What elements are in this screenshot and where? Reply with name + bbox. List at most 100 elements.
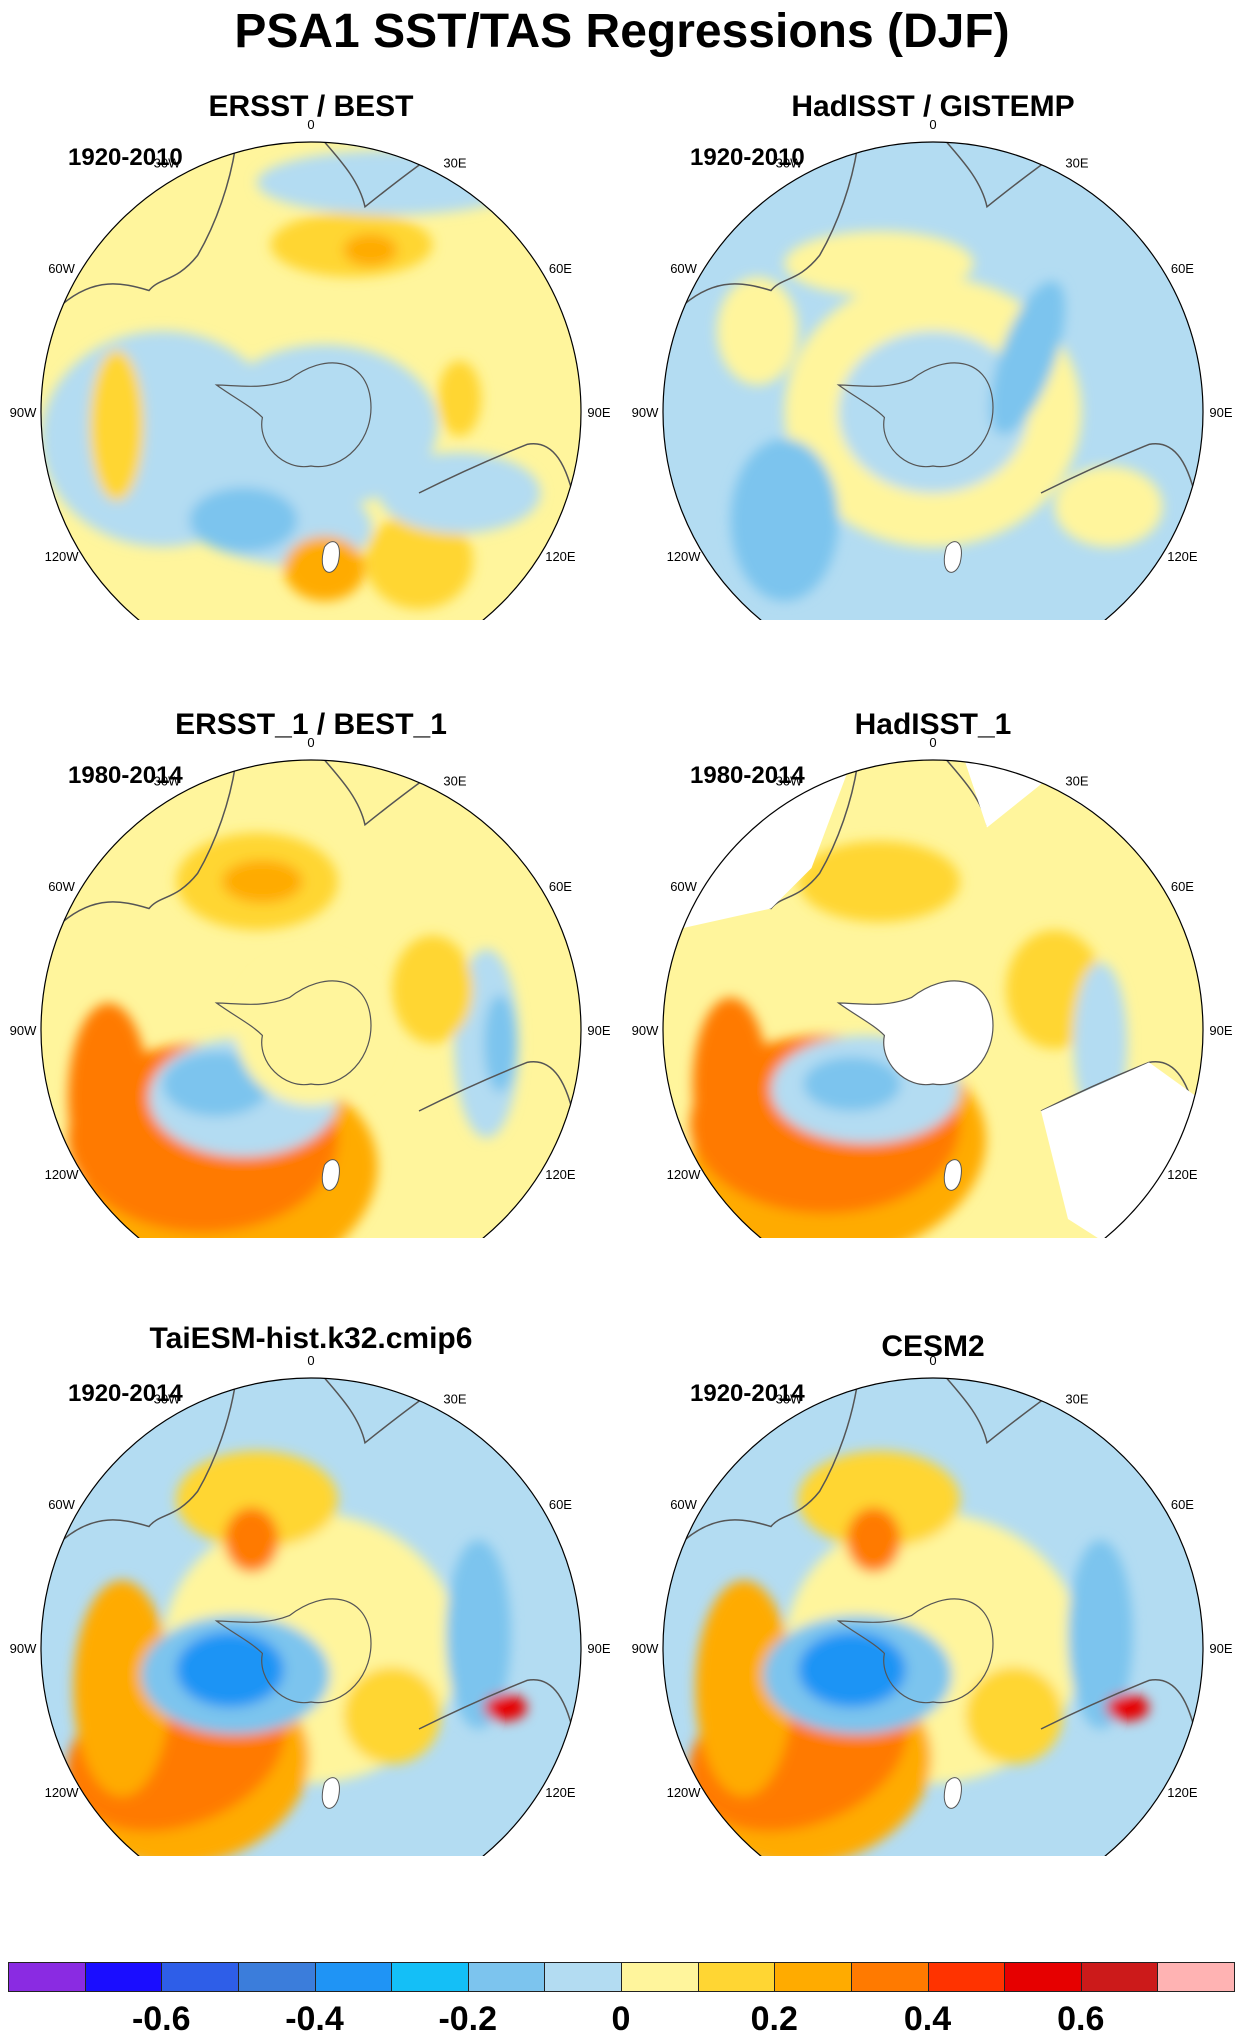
south-america-outline xyxy=(684,147,859,305)
colorbar-swatch xyxy=(774,1962,852,1992)
longitude-label: 0 xyxy=(929,1353,936,1368)
contour-region xyxy=(798,841,960,922)
contour-region xyxy=(446,1540,511,1729)
panel-title: TaiESM-hist.k32.cmip6 xyxy=(149,1322,473,1355)
longitude-label: 60W xyxy=(670,1497,697,1512)
longitude-label: 120W xyxy=(45,1785,80,1800)
longitude-label: 90W xyxy=(10,1023,37,1038)
longitude-label: 120W xyxy=(667,549,702,564)
longitude-label: 120E xyxy=(1167,549,1198,564)
colorbar-swatch xyxy=(850,1962,929,1992)
africa-outline xyxy=(323,142,433,209)
polar-map: 030E60E90E120E150E180150W120W90W60W30W xyxy=(632,117,1233,620)
colorbar-swatch xyxy=(8,1962,86,1992)
contour-region xyxy=(695,1580,793,1797)
contour-region xyxy=(257,150,527,215)
africa-outline xyxy=(323,1378,433,1445)
antarctica-outline xyxy=(836,1598,994,1704)
panel-period: 1920-2014 xyxy=(690,1380,805,1407)
colorbar-tick-label: -0.6 xyxy=(131,2000,191,2038)
contour-region xyxy=(176,1450,338,1549)
contour-region xyxy=(73,1580,171,1797)
longitude-label: 120E xyxy=(545,1167,576,1182)
contour-region xyxy=(162,1051,271,1117)
longitude-label: 30W xyxy=(154,1392,181,1407)
longitude-label: 120W xyxy=(667,1785,702,1800)
new-zealand-outline xyxy=(321,1777,340,1809)
colorbar-tick-label: -0.2 xyxy=(438,2000,498,2038)
colorbar-swatch xyxy=(467,1962,546,1992)
contour-region xyxy=(483,994,517,1093)
polar-map: 030E60E90E120E150E180150W120W90W60W30W xyxy=(632,735,1233,1238)
panel-period: 1920-2010 xyxy=(690,144,805,171)
map-panel: ERSST / BEST1920-2010030E60E90E120E150E1… xyxy=(0,0,622,620)
antarctica-outline xyxy=(836,980,994,1086)
colorbar-swatch xyxy=(1004,1962,1082,1992)
contour-region xyxy=(68,1003,149,1192)
longitude-label: 90W xyxy=(10,405,37,420)
colorbar-swatch xyxy=(161,1962,239,1992)
longitude-label: 90W xyxy=(632,405,659,420)
panel-title: HadISST / GISTEMP xyxy=(791,90,1075,123)
contour-region xyxy=(176,1631,284,1708)
longitude-label: 60W xyxy=(48,261,75,276)
colorbar-tick-label: 0 xyxy=(611,2000,631,2038)
colorbar-swatch xyxy=(544,1962,622,1992)
longitude-label: 0 xyxy=(307,117,314,132)
panel-title: ERSST / BEST xyxy=(208,90,414,123)
longitude-label: 30E xyxy=(443,156,466,171)
contour-region xyxy=(343,233,398,267)
colorbar-swatch xyxy=(314,1962,393,1992)
new-zealand-outline xyxy=(943,541,962,573)
longitude-label: 120E xyxy=(545,549,576,564)
contour-region xyxy=(235,954,387,1106)
contour-region xyxy=(692,997,769,1171)
longitude-label: 120E xyxy=(545,1785,576,1800)
contour-region xyxy=(730,439,839,601)
contour-region xyxy=(1054,466,1163,547)
panel-period: 1980-2014 xyxy=(68,762,183,789)
new-zealand-outline xyxy=(321,541,340,573)
polar-map: 030E60E90E120E150E180150W120W90W60W30W xyxy=(10,735,611,1238)
panel-period: 1920-2014 xyxy=(68,1380,183,1407)
colorbar-tick-label: 0.4 xyxy=(903,2000,952,2038)
south-america-outline xyxy=(62,765,237,923)
polar-map: 030E60E90E120E150E180150W120W90W60W30W xyxy=(632,1353,1233,1856)
map-border xyxy=(40,1377,582,1856)
colorbar-swatch xyxy=(84,1962,163,1992)
colorbar-swatch xyxy=(237,1962,316,1992)
longitude-label: 90E xyxy=(1209,405,1232,420)
longitude-label: 60W xyxy=(48,879,75,894)
contour-region xyxy=(221,859,303,904)
longitude-label: 0 xyxy=(307,1353,314,1368)
longitude-label: 30E xyxy=(1065,774,1088,789)
contour-region xyxy=(846,1507,901,1573)
map-border xyxy=(662,1377,1204,1856)
panel-period: 1980-2014 xyxy=(690,762,805,789)
longitude-label: 60E xyxy=(1171,879,1194,894)
longitude-label: 120E xyxy=(1167,1785,1198,1800)
longitude-label: 60E xyxy=(549,261,572,276)
longitude-label: 30W xyxy=(776,156,803,171)
australia-outline xyxy=(1040,442,1199,507)
map-panel: ERSST_1 / BEST_1 1980-2014 0 30E 60E 90E 120E 1… xyxy=(0,618,622,1238)
colorbar-swatch xyxy=(697,1962,776,1992)
panel-title: CESM2 xyxy=(881,1330,985,1363)
longitude-label: 30E xyxy=(443,774,466,789)
map-border xyxy=(40,141,582,620)
contour-region xyxy=(1105,1693,1149,1721)
contour-region xyxy=(784,231,974,296)
longitude-label: 30W xyxy=(776,1392,803,1407)
south-america-outline xyxy=(684,1383,859,1541)
colorbar-tick-label: 0.2 xyxy=(750,2000,798,2038)
longitude-label: 120W xyxy=(667,1167,702,1182)
contour-region xyxy=(343,1666,441,1765)
new-zealand-outline xyxy=(943,1777,962,1809)
longitude-label: 0 xyxy=(929,117,936,132)
contour-region xyxy=(803,1057,901,1111)
contour-region xyxy=(378,452,541,534)
contour-region xyxy=(365,511,473,610)
map-panel: HadISST_11980-2014030E60E90E120E150E1801… xyxy=(622,618,1244,1238)
contour-region xyxy=(89,349,144,502)
longitude-label: 60W xyxy=(48,1497,75,1512)
